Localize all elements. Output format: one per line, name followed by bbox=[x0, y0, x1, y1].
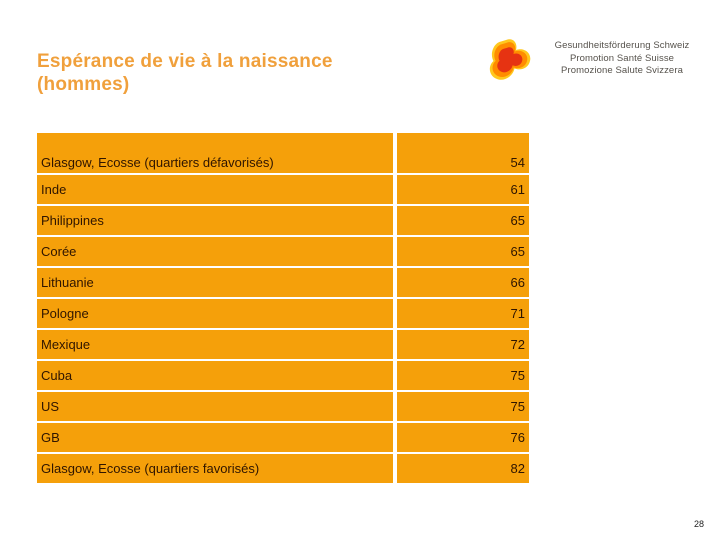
table-row: Glasgow, Ecosse (quartiers défavorisés) … bbox=[37, 133, 529, 173]
life-expectancy-value-cell: 82 bbox=[397, 454, 529, 483]
table-row: Mexique 72 bbox=[37, 330, 529, 359]
table-row: Glasgow, Ecosse (quartiers favorisés) 82 bbox=[37, 454, 529, 483]
table-row: Inde 61 bbox=[37, 175, 529, 204]
country-label-cell: Glasgow, Ecosse (quartiers défavorisés) bbox=[37, 133, 393, 173]
logo-text: Gesundheitsförderung Schweiz Promotion S… bbox=[538, 40, 706, 78]
life-expectancy-table: Glasgow, Ecosse (quartiers défavorisés) … bbox=[37, 133, 529, 485]
logo-line-italian: Promozione Salute Svizzera bbox=[561, 65, 683, 76]
country-label-cell: Corée bbox=[37, 237, 393, 266]
table-row: US 75 bbox=[37, 392, 529, 421]
life-expectancy-value-cell: 65 bbox=[397, 206, 529, 235]
country-label-cell: Inde bbox=[37, 175, 393, 204]
life-expectancy-value-cell: 71 bbox=[397, 299, 529, 328]
country-label-cell: US bbox=[37, 392, 393, 421]
life-expectancy-value-cell: 76 bbox=[397, 423, 529, 452]
country-label-cell: Pologne bbox=[37, 299, 393, 328]
life-expectancy-value-cell: 61 bbox=[397, 175, 529, 204]
table-row: Pologne 71 bbox=[37, 299, 529, 328]
country-label-cell: GB bbox=[37, 423, 393, 452]
life-expectancy-value-cell: 75 bbox=[397, 361, 529, 390]
country-label-cell: Mexique bbox=[37, 330, 393, 359]
life-expectancy-value-cell: 75 bbox=[397, 392, 529, 421]
table-row: GB 76 bbox=[37, 423, 529, 452]
country-label-cell: Lithuanie bbox=[37, 268, 393, 297]
logo-blob-icon bbox=[489, 39, 531, 80]
table-row: Philippines 65 bbox=[37, 206, 529, 235]
table-row: Lithuanie 66 bbox=[37, 268, 529, 297]
country-label-cell: Glasgow, Ecosse (quartiers favorisés) bbox=[37, 454, 393, 483]
page-number: 28 bbox=[693, 519, 704, 529]
life-expectancy-value-cell: 65 bbox=[397, 237, 529, 266]
life-expectancy-value-cell: 66 bbox=[397, 268, 529, 297]
life-expectancy-value-cell: 54 bbox=[397, 133, 529, 173]
country-label-cell: Cuba bbox=[37, 361, 393, 390]
country-label-cell: Philippines bbox=[37, 206, 393, 235]
table-row: Cuba 75 bbox=[37, 361, 529, 390]
logo: Gesundheitsförderung Schweiz Promotion S… bbox=[486, 38, 706, 85]
table-row: Corée 65 bbox=[37, 237, 529, 266]
life-expectancy-value-cell: 72 bbox=[397, 330, 529, 359]
logo-line-german: Gesundheitsförderung Schweiz bbox=[554, 40, 690, 51]
page-title: Espérance de vie à la naissance (hommes) bbox=[37, 51, 333, 95]
logo-line-french: Promotion Santé Suisse bbox=[569, 52, 675, 64]
